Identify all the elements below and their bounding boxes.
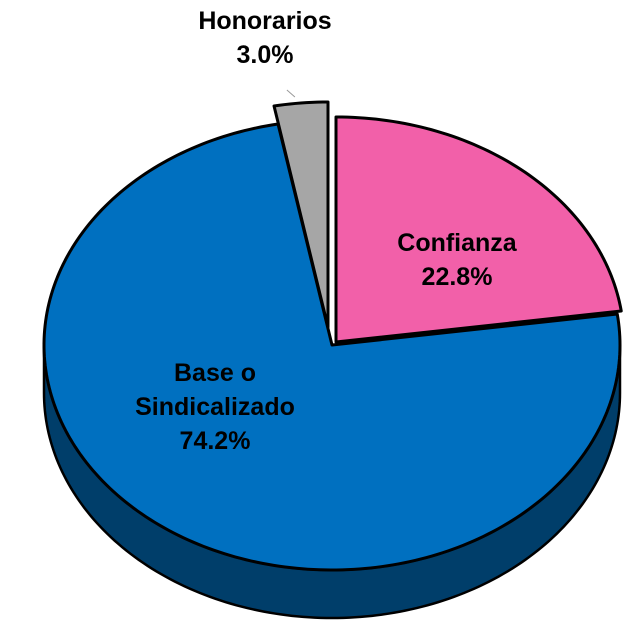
slice-label: Base o Sindicalizado 74.2% (120, 356, 310, 458)
slice-value: 3.0% (236, 41, 294, 69)
slice-category: Base o Sindicalizado (135, 359, 295, 421)
leader-line (286, 89, 296, 98)
slice-label: Honorarios 3.0% (165, 4, 365, 72)
slice-value: 22.8% (421, 263, 493, 291)
pie-slice (334, 115, 623, 344)
pie-slice (42, 122, 622, 572)
pie-slice (272, 100, 330, 329)
slice-label: Confianza 22.8% (357, 226, 557, 294)
slice-category: Confianza (397, 229, 517, 257)
slice-category: Honorarios (198, 7, 332, 35)
slice-value: 74.2% (179, 427, 251, 455)
